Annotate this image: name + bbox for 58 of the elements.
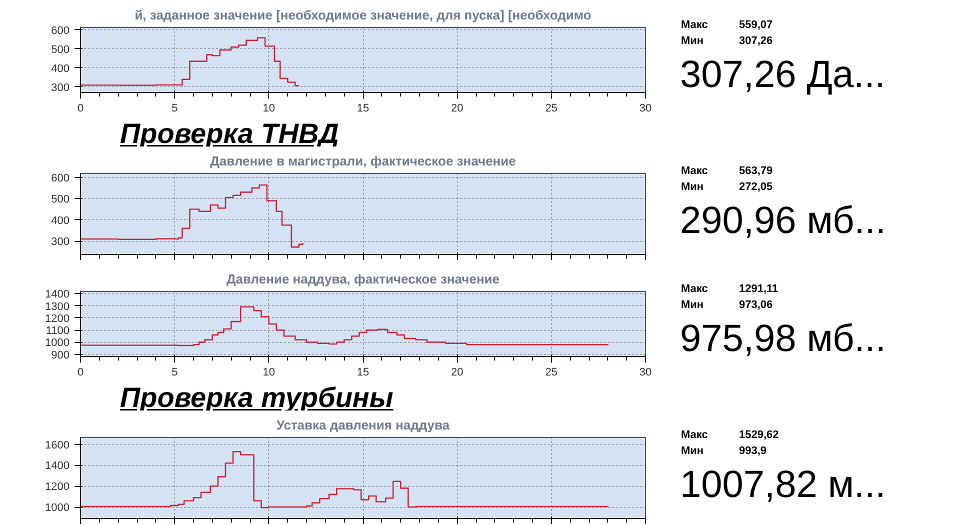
x-tick-label: 5 xyxy=(172,366,178,378)
x-tick-label: 5 xyxy=(172,102,178,114)
text: 973,06 xyxy=(738,298,774,313)
text: 1007,82 м... xyxy=(680,462,886,508)
y-tick-label: 1100 xyxy=(46,325,70,338)
chart-title: й, заданное значение [необходимое значение, для пуска] [необходимо xyxy=(134,8,592,22)
y-tick-label: 300 xyxy=(51,82,70,94)
text: Макс xyxy=(680,428,709,443)
x-tick-label: 15 xyxy=(356,366,370,378)
x-tick-label: 30 xyxy=(639,366,652,378)
y-tick-label: 1000 xyxy=(45,337,70,350)
text: 290,96 мб... xyxy=(680,198,886,244)
x-tick-label: 10 xyxy=(262,102,275,114)
chart-title: Уставка давления наддува xyxy=(276,418,450,432)
y-tick-label: 400 xyxy=(51,62,70,75)
text: 1529,62 xyxy=(738,428,780,443)
text: 975,98 мб... xyxy=(680,316,886,362)
text: Макс xyxy=(680,282,709,297)
y-tick-label: 1600 xyxy=(45,439,70,452)
text: Мин xyxy=(680,34,705,49)
text: Проверка турбины xyxy=(120,381,394,415)
text: 307,26 xyxy=(738,34,774,49)
x-tick-label: 0 xyxy=(77,366,84,378)
text: 272,05 xyxy=(738,180,774,195)
text: 993,9 xyxy=(738,444,768,459)
y-tick-label: 1400 xyxy=(45,288,70,301)
text: 307,26 Да... xyxy=(680,52,886,98)
y-tick-label: 900 xyxy=(51,349,70,362)
x-tick-label: 25 xyxy=(545,102,558,114)
text: Макс xyxy=(680,164,709,179)
y-tick-label: 1000 xyxy=(45,502,70,514)
y-tick-label: 1200 xyxy=(45,481,70,494)
text: Проверка ТНВД xyxy=(120,117,339,151)
x-tick-label: 20 xyxy=(451,102,464,114)
x-tick-label: 15 xyxy=(356,102,370,114)
text: Мин xyxy=(680,444,705,459)
chart-title: Давление наддува, фактическое значение xyxy=(226,272,500,286)
y-tick-label: 300 xyxy=(51,236,70,248)
text: 559,07 xyxy=(738,18,774,33)
x-tick-label: 25 xyxy=(545,366,558,378)
text: Мин xyxy=(680,180,705,195)
text: 563,79 xyxy=(738,164,774,179)
x-tick-label: 10 xyxy=(262,366,275,378)
chart-title: Давление в магистрали, фактическое значение xyxy=(210,154,516,168)
y-tick-label: 500 xyxy=(51,44,70,56)
y-tick-label: 600 xyxy=(51,172,70,184)
y-tick-label: 1200 xyxy=(45,312,70,325)
x-tick-label: 0 xyxy=(77,102,84,114)
y-tick-label: 400 xyxy=(51,214,70,227)
y-tick-label: 500 xyxy=(51,194,70,206)
text: Макс xyxy=(680,18,709,33)
text: 1291,11 xyxy=(738,282,780,297)
y-tick-label: 1400 xyxy=(45,460,70,472)
x-tick-label: 30 xyxy=(639,102,652,114)
y-tick-label: 600 xyxy=(51,24,70,37)
text: Мин xyxy=(680,298,705,313)
x-tick-label: 20 xyxy=(451,366,464,378)
y-tick-label: 1300 xyxy=(45,300,70,313)
